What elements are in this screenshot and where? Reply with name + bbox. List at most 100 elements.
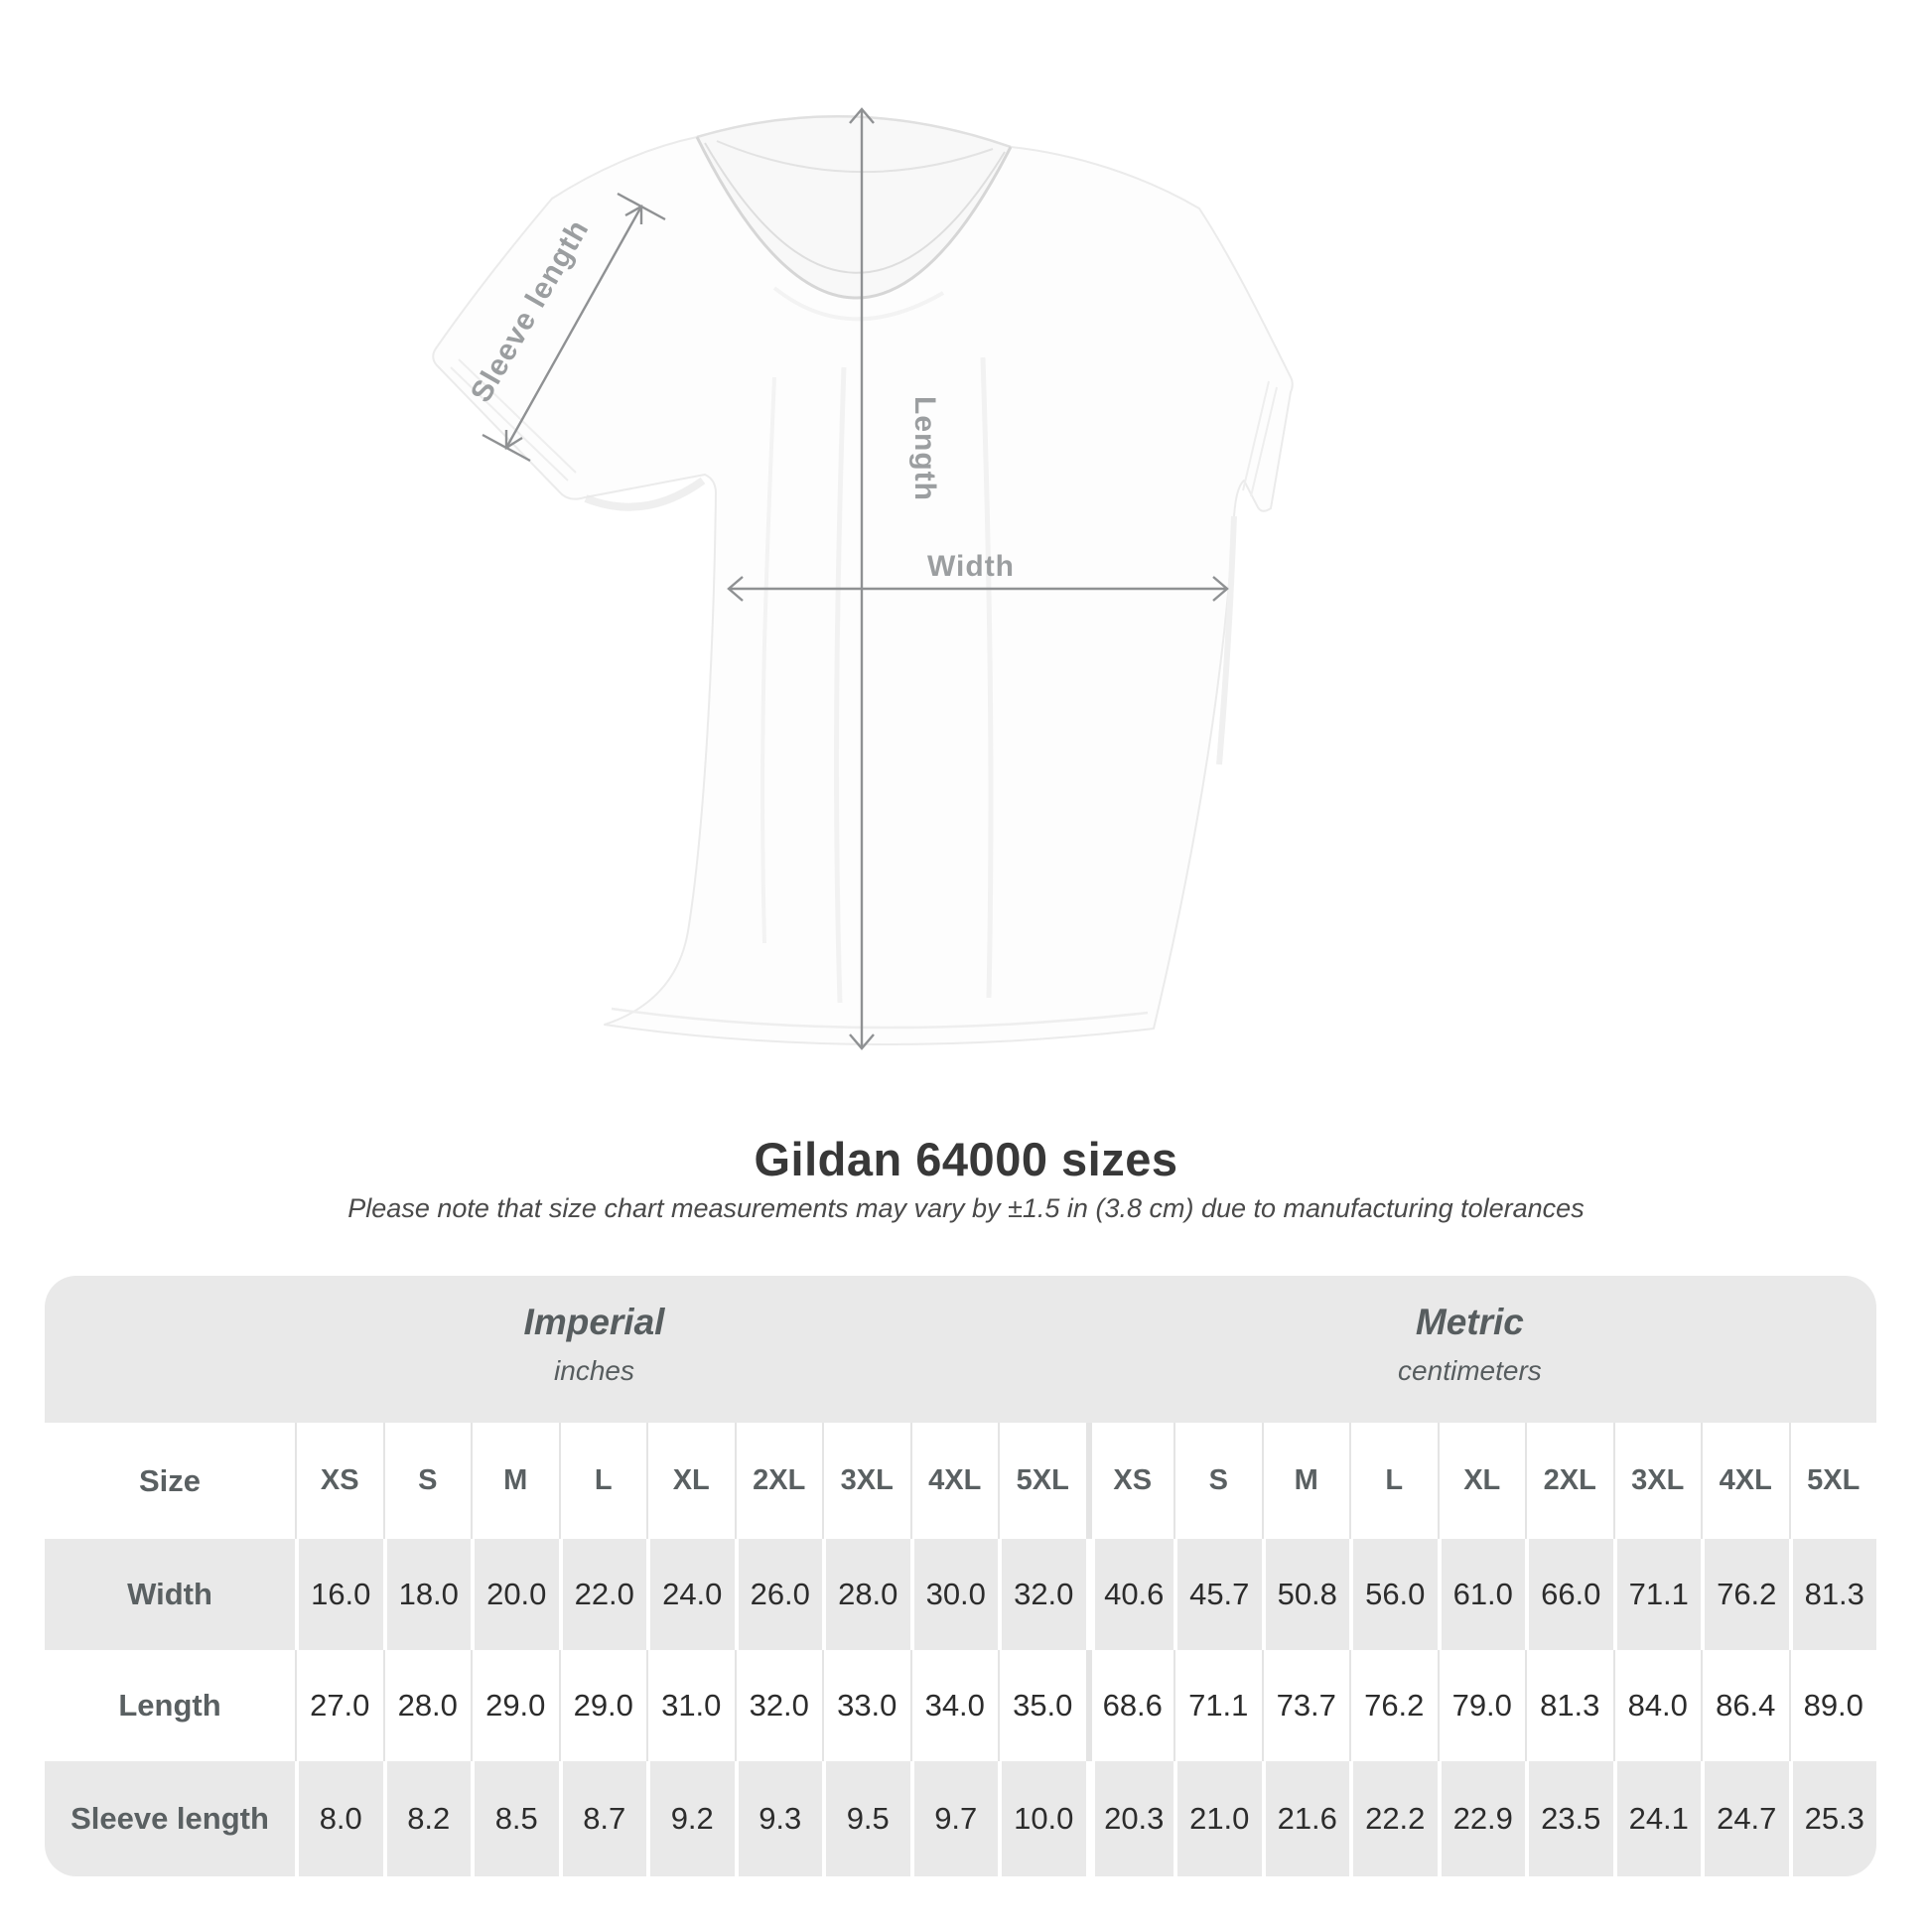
size-value-cell: 35.0 (998, 1650, 1086, 1761)
size-value-cell: 31.0 (646, 1650, 735, 1761)
size-value-cell: 71.1 (1612, 1539, 1702, 1650)
size-column-header: XS (295, 1423, 383, 1539)
page-title: Gildan 64000 sizes (754, 1133, 1178, 1185)
size-column-header: XL (646, 1423, 735, 1539)
shirt-diagram: Sleeve length Length Width (432, 107, 1294, 1050)
size-value-cell: 25.3 (1788, 1761, 1877, 1876)
size-column-header: 5XL (1788, 1423, 1877, 1539)
size-value-cell: 18.0 (382, 1539, 472, 1650)
size-value-cell: 32.0 (734, 1650, 823, 1761)
size-value-cell: 22.0 (558, 1539, 647, 1650)
size-value-cell: 86.4 (1701, 1650, 1789, 1761)
size-value-cell: 68.6 (1085, 1650, 1174, 1761)
size-value-cell: 79.0 (1437, 1650, 1526, 1761)
size-value-cell: 71.1 (1173, 1650, 1262, 1761)
collar-top-seam (696, 115, 1012, 149)
size-value-cell: 81.3 (1788, 1539, 1877, 1650)
size-value-cell: 9.3 (734, 1761, 823, 1876)
length-arrowhead-bottom (849, 1034, 875, 1050)
size-value-cell: 22.2 (1349, 1761, 1438, 1876)
size-value-cell: 50.8 (1261, 1539, 1350, 1650)
size-value-cell: 9.5 (822, 1761, 910, 1876)
size-value-cell: 84.0 (1612, 1650, 1702, 1761)
size-value-cell: 45.7 (1173, 1539, 1262, 1650)
size-column-header: M (471, 1423, 559, 1539)
width-label: Width (927, 550, 1015, 583)
size-value-cell: 29.0 (471, 1650, 559, 1761)
table-unit-band: Imperial inches Metric centimeters (45, 1276, 1876, 1423)
body-crease-2 (980, 356, 994, 999)
size-column-label: Size (138, 1462, 202, 1498)
size-column-header: S (1173, 1423, 1262, 1539)
size-value-cell: 22.9 (1437, 1761, 1526, 1876)
size-value-cell: 9.2 (646, 1761, 735, 1876)
size-value-cell: 29.0 (558, 1650, 647, 1761)
body-crease-3 (760, 376, 776, 944)
right-body-shadow (1216, 515, 1237, 765)
size-value-cell: 23.5 (1525, 1761, 1613, 1876)
size-value-cell: 30.0 (909, 1539, 999, 1650)
sleeve-length-arrow (504, 206, 643, 449)
sleeve-tick-top (617, 192, 666, 221)
hem-seam (611, 1007, 1149, 1030)
size-value-cell: 89.0 (1788, 1650, 1877, 1761)
size-value-cell: 8.0 (295, 1761, 383, 1876)
size-value-cell: 8.5 (471, 1761, 559, 1876)
size-column-header: L (1349, 1423, 1438, 1539)
size-value-cell: 28.0 (382, 1650, 472, 1761)
size-value-cell: 8.7 (558, 1761, 647, 1876)
sleeve-tick-bottom (482, 433, 531, 463)
table-data-row: Width 16.0 18.0 20.0 22.0 24.0 26.0 28.0 30.0 32… (45, 1539, 1876, 1650)
left-cuff-seam (450, 358, 577, 482)
size-column-header: 4XL (909, 1423, 999, 1539)
unit-group-name: Imperial (523, 1302, 665, 1342)
length-arrowhead-top (849, 107, 875, 124)
size-column-header: 4XL (1701, 1423, 1789, 1539)
size-value-cell: 66.0 (1525, 1539, 1613, 1650)
size-column-header: 3XL (1612, 1423, 1702, 1539)
size-value-cell: 73.7 (1261, 1650, 1350, 1761)
unit-group-imperial: Imperial inches (524, 1302, 665, 1387)
size-value-cell: 27.0 (295, 1650, 383, 1761)
unit-group-name: Metric (1415, 1302, 1524, 1342)
collar-inner-seam (704, 142, 1006, 274)
size-column-header: XL (1437, 1423, 1526, 1539)
row-label: Sleeve length (70, 1801, 269, 1836)
length-label: Length (908, 396, 941, 501)
row-label: Width (127, 1577, 212, 1611)
size-column-header: M (1261, 1423, 1350, 1539)
size-value-cell: 8.2 (382, 1761, 472, 1876)
sleeve-shadow (584, 477, 706, 511)
table-size-header-row: Size XS S M L XL 2XL 3XL 4XL 5XL XS S M L XL 2XL 3XL 4XL… (45, 1423, 1876, 1539)
table-data-row: Length 27.0 28.0 29.0 29.0 31.0 32.0 33.0 34.0 3… (45, 1650, 1876, 1761)
size-column-header: XS (1085, 1423, 1174, 1539)
size-value-cell: 9.7 (909, 1761, 999, 1876)
page-subtitle: Please note that size chart measurements… (347, 1193, 1585, 1223)
size-value-cell: 24.0 (646, 1539, 735, 1650)
size-value-cell: 33.0 (822, 1650, 910, 1761)
unit-group-metric: Metric centimeters (1398, 1302, 1542, 1387)
chest-crease (772, 286, 945, 322)
size-value-cell: 10.0 (998, 1761, 1086, 1876)
size-value-cell: 61.0 (1437, 1539, 1526, 1650)
size-value-cell: 34.0 (909, 1650, 999, 1761)
table-data-row: Sleeve length 8.0 8.2 8.5 8.7 9.2 9.3 9.5 9.7 10… (45, 1761, 1876, 1876)
size-value-cell: 20.0 (471, 1539, 559, 1650)
size-column-header: 2XL (734, 1423, 823, 1539)
size-value-cell: 20.3 (1085, 1761, 1174, 1876)
size-column-header: S (382, 1423, 472, 1539)
size-column-header: 5XL (998, 1423, 1086, 1539)
right-cuff-seam (1242, 380, 1278, 497)
size-column-header: L (558, 1423, 647, 1539)
row-label: Length (118, 1688, 221, 1723)
body-crease-1 (834, 366, 847, 1004)
unit-group-unit: centimeters (1398, 1355, 1542, 1386)
size-value-cell: 24.7 (1701, 1761, 1789, 1876)
size-value-cell: 26.0 (734, 1539, 823, 1650)
size-column-header: 2XL (1525, 1423, 1613, 1539)
unit-group-unit: inches (554, 1355, 634, 1386)
size-value-cell: 21.6 (1261, 1761, 1350, 1876)
size-value-cell: 40.6 (1085, 1539, 1174, 1650)
size-value-cell: 16.0 (295, 1539, 383, 1650)
